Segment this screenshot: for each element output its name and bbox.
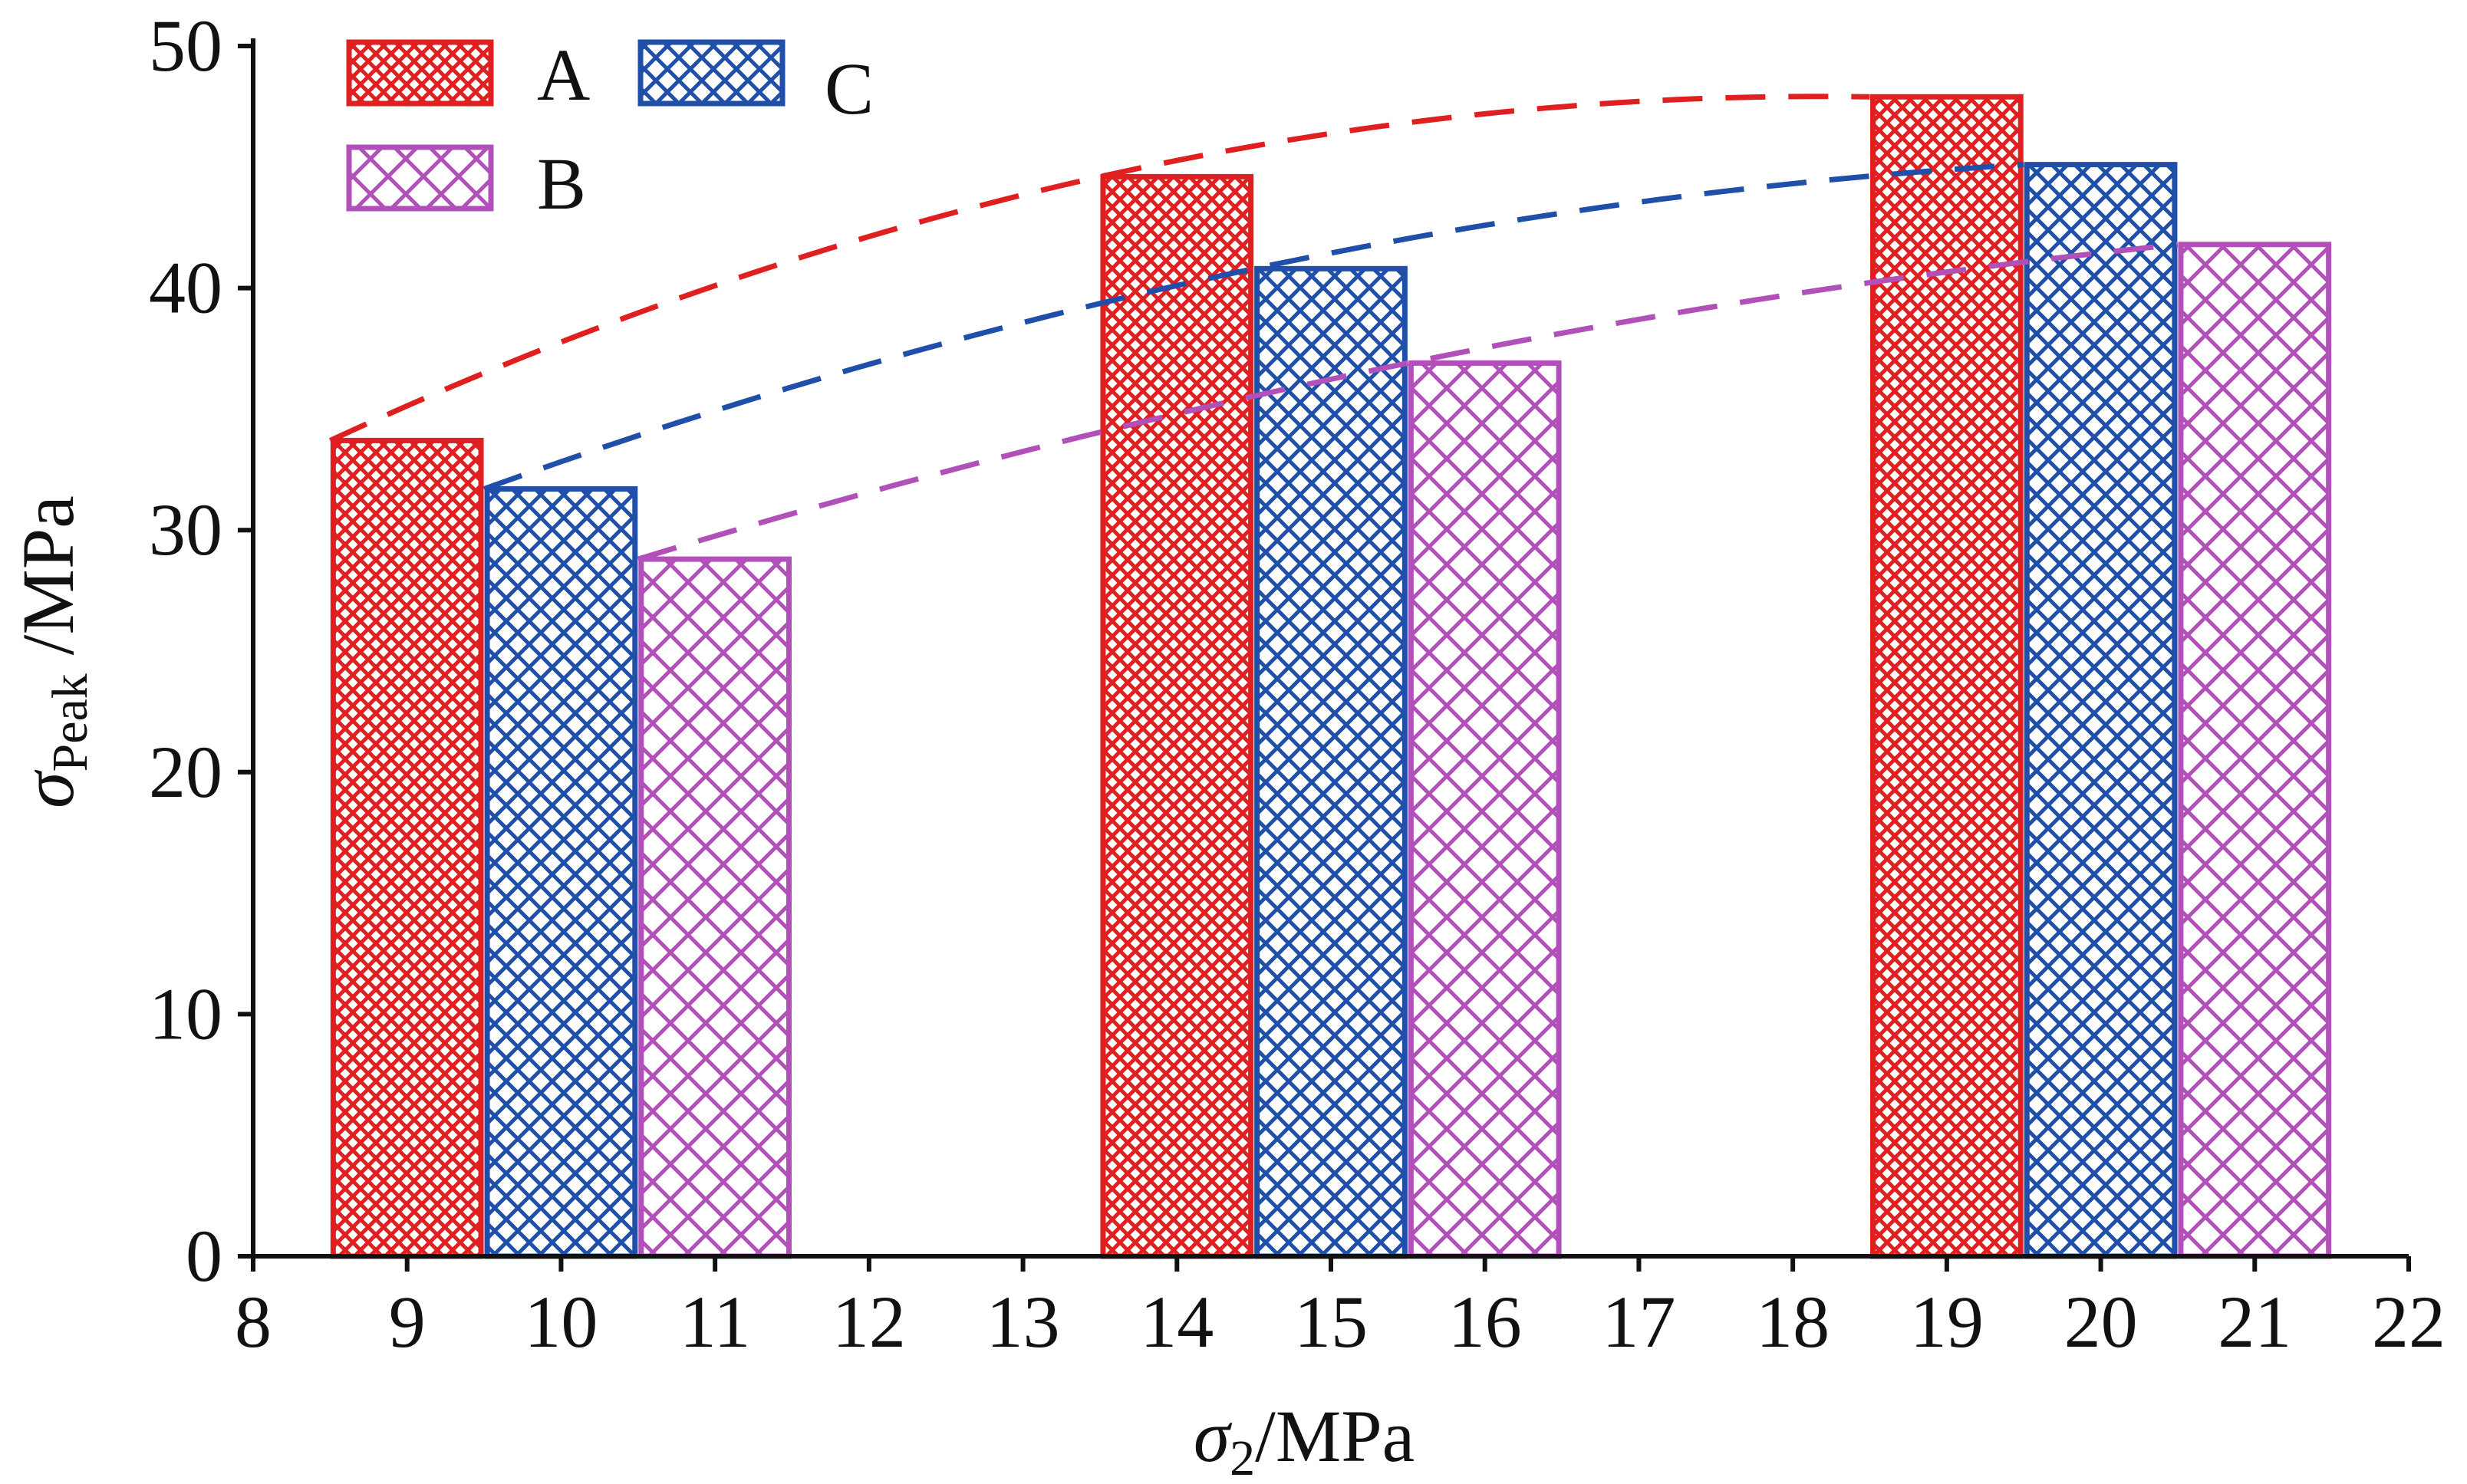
bar-a-19 (1870, 94, 2024, 1259)
x-tick-label-16: 16 (1448, 1281, 1522, 1363)
x-tick-label-18: 18 (1756, 1281, 1830, 1363)
x-tick-label-14: 14 (1140, 1281, 1214, 1363)
x-tick-label-20: 20 (2064, 1281, 2138, 1363)
bar-c-20 (2024, 162, 2178, 1259)
bar-b-21 (2178, 242, 2332, 1259)
y-tick-label-30: 30 (149, 489, 222, 571)
trend-lines-layer (328, 94, 2179, 562)
bar-c-10 (484, 486, 638, 1259)
legend-swatch-c (637, 39, 786, 107)
y-tick-label-20: 20 (149, 731, 222, 813)
y-tick-label-0: 0 (186, 1215, 222, 1297)
axis-titles: σ2/MPa σPeak /MPa (7, 495, 1415, 1484)
y-tick-label-10: 10 (149, 972, 222, 1055)
x-tick-label-17: 17 (1602, 1281, 1675, 1363)
legend-label-b: B (537, 143, 586, 225)
x-tick-label-10: 10 (524, 1281, 598, 1363)
trend-line-b (637, 242, 2179, 562)
legend-label-c: C (825, 48, 874, 130)
bar-a-14 (1100, 173, 1254, 1259)
bar-a-9 (330, 437, 484, 1259)
x-tick-label-13: 13 (986, 1281, 1060, 1363)
x-axis-title: σ2/MPa (1194, 1395, 1415, 1484)
bar-c-15 (1254, 265, 1408, 1259)
x-tick-label-9: 9 (389, 1281, 426, 1363)
x-tick-label-15: 15 (1294, 1281, 1368, 1363)
y-axis-title: σPeak /MPa (7, 495, 98, 808)
x-tick-label-21: 21 (2218, 1281, 2291, 1363)
legend-label-a: A (537, 34, 590, 116)
legend-swatch-a (346, 39, 494, 107)
bar-b-11 (638, 556, 792, 1259)
x-tick-label-11: 11 (680, 1281, 750, 1363)
y-tick-label-50: 50 (149, 5, 222, 87)
trend-line-c (483, 162, 2024, 492)
legend: A C B (346, 34, 874, 225)
axes-layer: 0 10 20 30 40 50 8 9 10 11 12 13 14 15 16 17 18 19 20 21 22 (149, 5, 2446, 1363)
legend-swatch-b (346, 144, 494, 212)
bars-layer (330, 94, 2332, 1259)
x-tick-label-12: 12 (832, 1281, 906, 1363)
y-tick-label-40: 40 (149, 247, 222, 329)
bar-b-16 (1408, 360, 1562, 1259)
trend-line-a (328, 94, 1870, 443)
x-tick-label-19: 19 (1910, 1281, 1984, 1363)
x-tick-label-8: 8 (235, 1281, 272, 1363)
x-tick-label-22: 22 (2372, 1281, 2446, 1363)
